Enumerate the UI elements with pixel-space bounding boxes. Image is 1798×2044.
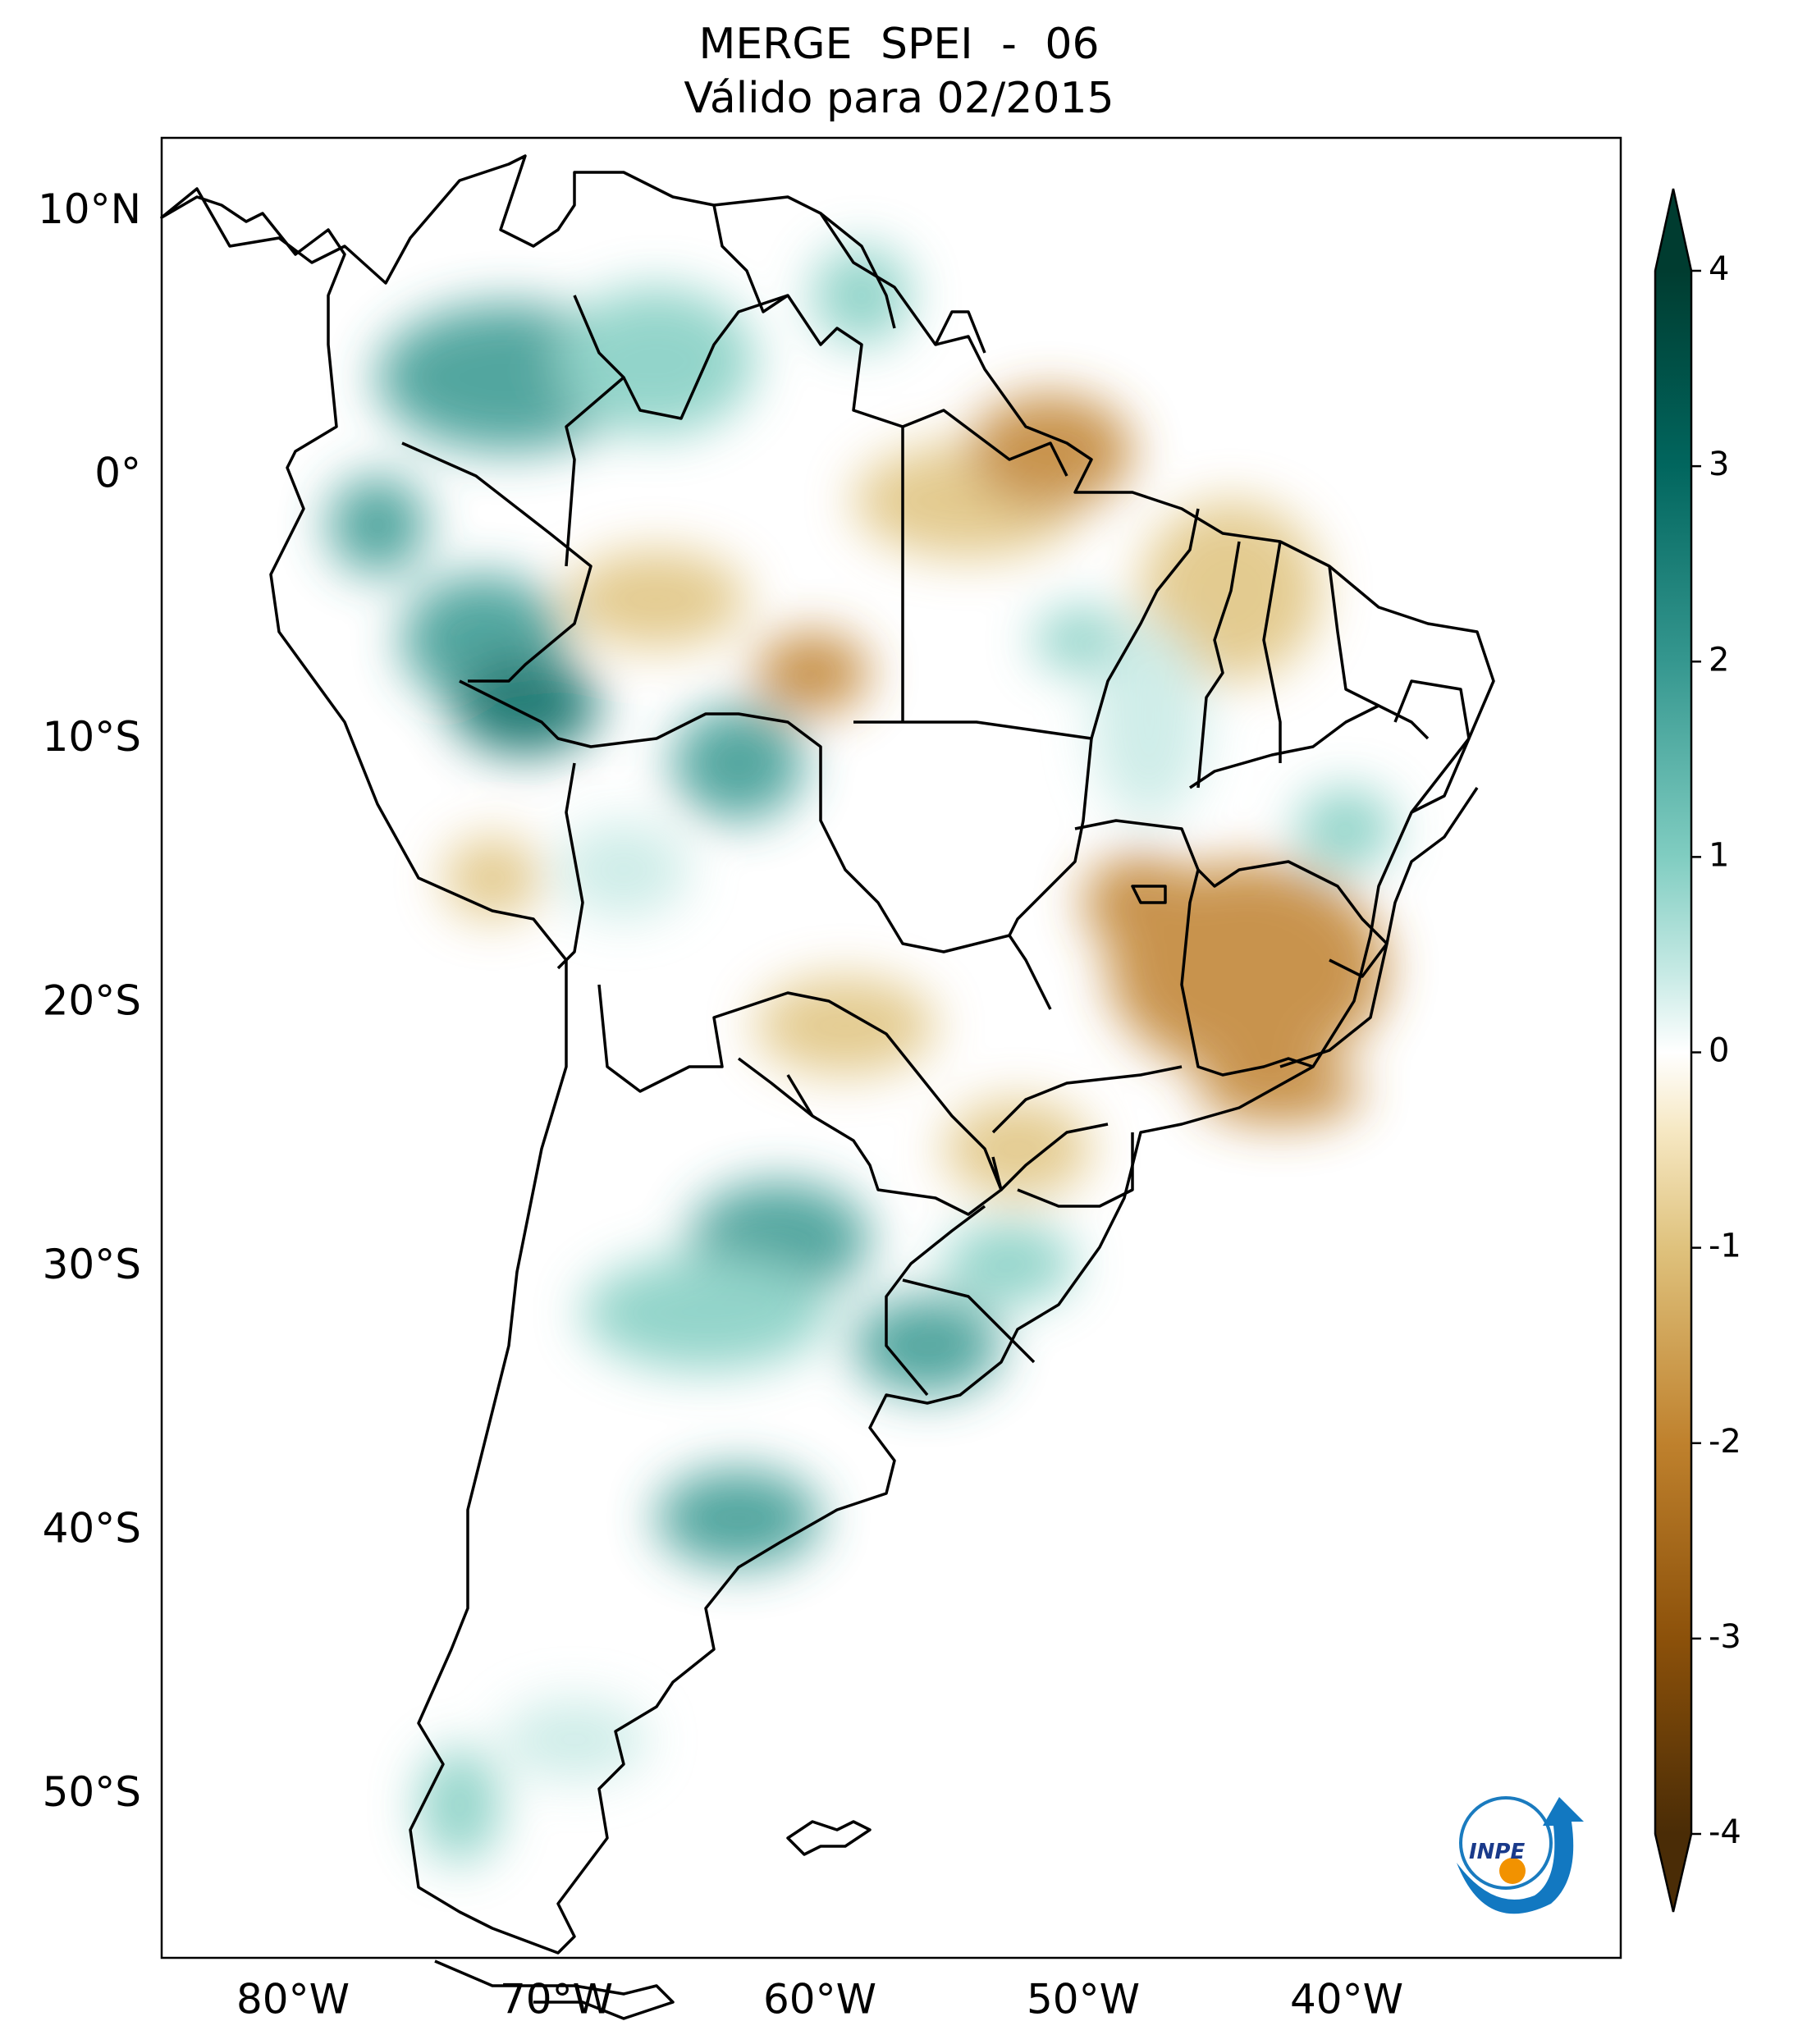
latitude-label: 30°S — [43, 1241, 141, 1288]
border-line — [853, 720, 1093, 936]
colorbar-tick-label: 0 — [1709, 1032, 1729, 1070]
spei-field — [328, 246, 1395, 1863]
colorbar-tick-label: -4 — [1709, 1813, 1741, 1851]
latitude-label: 20°S — [43, 977, 141, 1025]
logo-sun-icon — [1499, 1858, 1526, 1884]
border-line — [786, 1820, 872, 1856]
border-line — [1131, 885, 1167, 904]
border-line — [556, 762, 584, 970]
logo-ring — [1459, 1796, 1553, 1890]
border-line — [885, 1205, 986, 1397]
border-line — [622, 294, 1068, 477]
border-line — [1017, 1132, 1134, 1208]
border-line — [1196, 541, 1241, 789]
border-line — [565, 295, 625, 567]
border-line — [434, 1959, 675, 2020]
border-line — [1385, 787, 1479, 944]
colorbar-tick-label: -1 — [1709, 1228, 1741, 1265]
border-line — [1074, 819, 1314, 1077]
border-line — [819, 212, 896, 329]
colorbar-min-extend — [1655, 1834, 1691, 1912]
colorbar: 4 3 2 1 0 -1 -2 -3 -4 — [1654, 188, 1741, 1913]
border-line — [1328, 565, 1379, 707]
colorbar-tick-label: 2 — [1709, 641, 1729, 679]
longitude-label: 40°W — [1290, 1976, 1403, 2023]
longitude-label: 50°W — [1027, 1976, 1140, 2023]
colorbar-tick-label: -3 — [1709, 1618, 1741, 1656]
border-line — [401, 441, 592, 683]
logo-swoosh-icon — [1457, 1797, 1584, 1914]
longitude-label: 70°W — [500, 1976, 613, 2023]
latitude-label: 40°S — [43, 1505, 141, 1552]
border-line — [712, 204, 789, 313]
border-line — [1411, 738, 1471, 814]
border-line — [1262, 541, 1282, 763]
longitude-labels: 80°W 70°W 60°W 50°W 40°W — [236, 1976, 1403, 2023]
colorbar-tick-label: 4 — [1709, 250, 1729, 288]
map-frame — [160, 136, 1622, 1959]
latitude-label: 10°N — [38, 185, 141, 233]
latitude-label: 0° — [94, 450, 141, 497]
border-line — [786, 1074, 814, 1117]
colorbar-ticks: 4 3 2 1 0 -1 -2 -3 -4 — [1691, 250, 1741, 1851]
continent-outline — [160, 154, 1495, 1955]
border-line — [459, 679, 1052, 1010]
inpe-logo: INPE — [1457, 1796, 1584, 1914]
border-line — [1090, 508, 1200, 739]
colorbar-max-extend — [1655, 189, 1691, 271]
latitude-labels: 10°N 0° 10°S 20°S 30°S 40°S 50°S — [38, 185, 141, 1816]
longitude-label: 80°W — [236, 1976, 350, 2023]
map-title: MERGE SPEI - 06 — [698, 20, 1100, 69]
border-line — [597, 984, 1003, 1216]
border-line — [934, 310, 986, 354]
colorbar-tick-label: -2 — [1709, 1423, 1741, 1461]
border-line — [991, 1065, 1183, 1134]
border-line — [1196, 860, 1389, 945]
border-line — [991, 1123, 1109, 1191]
latitude-label: 10°S — [43, 713, 141, 761]
country-borders — [160, 154, 1495, 2020]
map-subtitle: Válido para 02/2015 — [684, 74, 1114, 123]
border-line — [902, 1278, 1036, 1364]
colorbar-tick-label: 1 — [1709, 836, 1729, 874]
colorbar-body — [1655, 271, 1691, 1834]
border-line — [1279, 942, 1389, 1068]
longitude-label: 60°W — [763, 1976, 876, 2023]
border-line — [1189, 704, 1430, 789]
logo-text: INPE — [1469, 1840, 1525, 1864]
border-line — [1393, 679, 1471, 739]
colorbar-tick-label: 3 — [1709, 446, 1729, 483]
latitude-label: 50°S — [43, 1768, 141, 1816]
